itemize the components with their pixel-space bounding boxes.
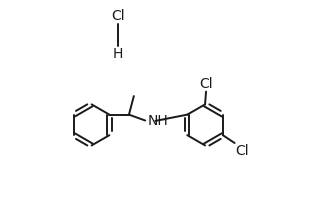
Text: NH: NH: [148, 114, 168, 128]
Text: Cl: Cl: [236, 144, 249, 158]
Text: Cl: Cl: [111, 9, 125, 23]
Text: Cl: Cl: [199, 77, 213, 91]
Text: H: H: [113, 47, 123, 61]
